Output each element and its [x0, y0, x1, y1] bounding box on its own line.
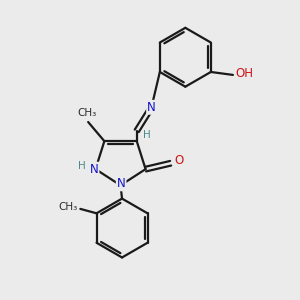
Text: N: N	[117, 177, 125, 190]
Text: N: N	[90, 163, 98, 176]
Text: N: N	[147, 101, 156, 114]
Text: OH: OH	[235, 67, 253, 80]
Text: O: O	[174, 154, 184, 167]
Text: CH₃: CH₃	[77, 108, 96, 118]
Text: H: H	[143, 130, 151, 140]
Text: CH₃: CH₃	[58, 202, 78, 212]
Text: H: H	[77, 160, 85, 171]
